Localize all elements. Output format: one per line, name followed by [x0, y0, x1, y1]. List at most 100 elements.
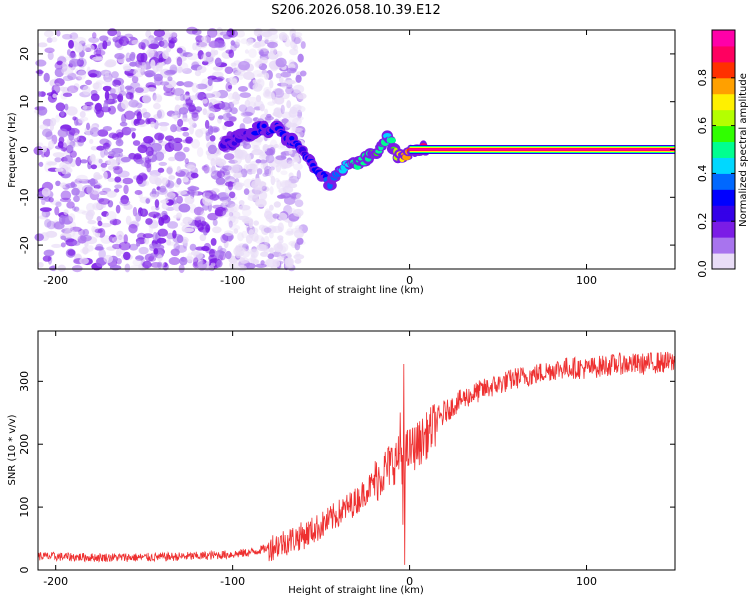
noise-blob: [196, 261, 208, 271]
colorbar-cell: [712, 225, 735, 228]
noise-blob: [106, 246, 117, 251]
noise-blob: [159, 81, 170, 86]
noise-blob: [36, 142, 44, 147]
noise-blob: [178, 168, 190, 178]
figure-title: S206.2026.058.10.39.E12: [271, 3, 440, 18]
noise-blob: [62, 33, 73, 40]
colorbar-cell: [712, 85, 735, 89]
noise-blob: [209, 50, 216, 58]
noise-blob: [205, 131, 211, 142]
noise-blob: [156, 110, 163, 119]
noise-blob: [275, 163, 282, 173]
noise-blob: [95, 231, 101, 238]
noise-blob: [41, 210, 51, 218]
colorbar-cell: [712, 265, 735, 268]
noise-blob: [135, 118, 146, 125]
carrier-band: [409, 148, 675, 151]
noise-blob: [199, 127, 208, 134]
noise-blob: [272, 96, 278, 104]
noise-blob: [252, 227, 259, 234]
noise-blob: [149, 174, 159, 185]
noise-blob: [209, 258, 219, 264]
noise-blob: [269, 186, 274, 195]
noise-blob: [81, 105, 93, 112]
noise-blob: [172, 88, 185, 96]
noise-blob: [201, 60, 209, 66]
colorbar-cell: [712, 131, 735, 135]
colorbar-gradient: [711, 29, 736, 270]
noise-blob: [259, 103, 265, 112]
noise-blob: [246, 168, 254, 175]
noise-blob: [115, 129, 124, 139]
colorbar-cell: [712, 153, 735, 156]
colorbar-cell: [712, 75, 735, 79]
noise-blob: [255, 159, 262, 164]
noise-blob: [112, 166, 120, 171]
noise-blob: [120, 99, 129, 110]
noise-blob: [238, 200, 245, 206]
noise-blob: [52, 93, 57, 99]
noise-blob: [295, 251, 301, 257]
noise-blob: [258, 151, 266, 157]
noise-blob: [97, 129, 109, 137]
noise-blob: [227, 77, 237, 82]
noise-blob: [264, 168, 272, 177]
colorbar-cell: [712, 109, 735, 113]
noise-blob: [280, 71, 292, 78]
noise-blob: [193, 216, 201, 221]
noise-blob: [77, 138, 85, 147]
noise-blob: [97, 220, 103, 227]
noise-blob: [189, 124, 194, 135]
noise-blob: [60, 164, 69, 175]
noise-blob: [60, 235, 67, 240]
noise-blob: [104, 90, 110, 101]
noise-blob: [232, 99, 240, 105]
colorbar-cell: [712, 173, 735, 176]
noise-blob: [154, 151, 165, 161]
colorbar-cell: [712, 43, 735, 47]
noise-blob: [35, 69, 44, 75]
noise-blob: [183, 81, 194, 88]
noise-blob: [90, 145, 99, 151]
colorbar-cell: [712, 259, 735, 262]
colorbar-cell: [712, 223, 735, 226]
noise-blob: [227, 85, 233, 90]
noise-blob: [108, 236, 114, 244]
noise-blob: [131, 132, 136, 139]
noise-blob: [168, 156, 176, 162]
noise-blob: [107, 28, 118, 37]
noise-blob: [66, 201, 75, 209]
noise-blob: [91, 187, 100, 195]
noise-blob: [132, 140, 141, 146]
noise-blob: [188, 109, 200, 115]
spectrogram-y-label: Frequency (Hz): [7, 112, 18, 188]
snr-panel: -200 -100 0 100 0 100 200 300 Height of straig…: [7, 330, 676, 596]
noise-blob: [196, 83, 208, 90]
noise-blob: [187, 252, 193, 261]
noise-blob: [174, 95, 181, 101]
noise-blob: [192, 42, 197, 51]
noise-blob: [76, 174, 88, 182]
noise-blob: [63, 225, 74, 231]
spectrogram-y-tick-label: 20: [18, 47, 31, 61]
snr-line: [38, 351, 675, 565]
noise-blob: [110, 153, 121, 158]
noise-blob: [263, 235, 270, 245]
noise-blob: [77, 118, 85, 124]
colorbar-cell: [712, 35, 735, 39]
noise-blob: [102, 40, 108, 50]
noise-blob: [148, 225, 154, 234]
noise-blob: [296, 105, 306, 113]
noise-blob: [150, 193, 158, 200]
noise-blob: [296, 169, 302, 180]
colorbar-cell: [712, 139, 735, 143]
noise-blob: [128, 243, 139, 251]
noise-blob: [100, 162, 108, 168]
noise-blob: [103, 171, 108, 180]
noise-blob: [202, 108, 208, 116]
noise-blob: [230, 107, 238, 115]
noise-blob: [87, 219, 97, 225]
noise-blob: [193, 190, 199, 196]
noise-blob: [295, 193, 301, 200]
noise-blob: [123, 203, 133, 210]
